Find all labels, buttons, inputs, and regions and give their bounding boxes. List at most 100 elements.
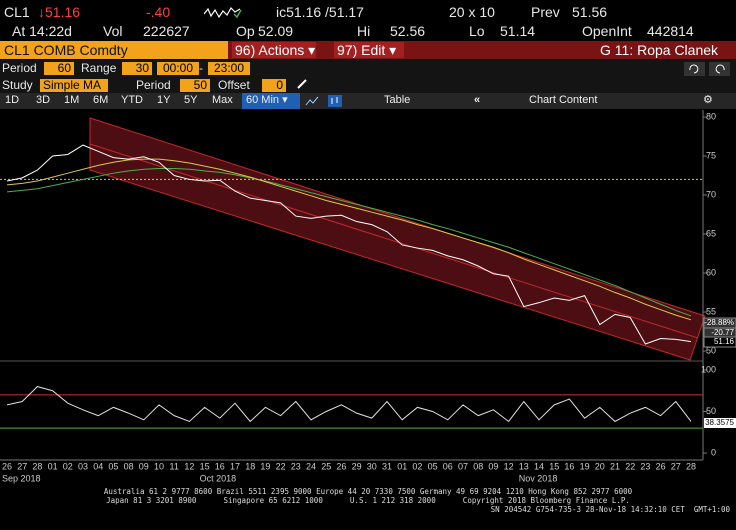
range-button[interactable]: Max bbox=[212, 94, 233, 106]
tab-title: G 11: Ropa Clanek bbox=[600, 42, 719, 58]
osc-tag-box bbox=[704, 418, 736, 428]
open-label: Op bbox=[236, 23, 255, 39]
high: 52.56 bbox=[390, 23, 426, 39]
low: 51.14 bbox=[500, 23, 536, 39]
table-button[interactable]: Table bbox=[384, 94, 411, 106]
footer-line: Australia 61 2 9777 8600 Brazil 5511 239… bbox=[103, 487, 633, 496]
y-tick-label: 60 bbox=[706, 267, 716, 277]
x-tick-label: 15 bbox=[549, 461, 559, 471]
x-tick-label: 12 bbox=[184, 461, 194, 471]
x-tick-label: 13 bbox=[519, 461, 529, 471]
x-tick-label: 10 bbox=[154, 461, 164, 471]
footer-line: SN 204542 G754-735-3 28-Nov-18 14:32:10 … bbox=[490, 505, 730, 514]
range-button[interactable]: 3D bbox=[36, 94, 51, 106]
x-tick-label: 11 bbox=[170, 461, 179, 471]
pen-icon[interactable] bbox=[296, 78, 308, 90]
x-tick-label: 21 bbox=[610, 461, 620, 471]
x-tick-label: 17 bbox=[230, 461, 240, 471]
change: -.40 bbox=[146, 4, 171, 20]
x-tick-label: 23 bbox=[291, 461, 301, 471]
actions-label: 96) Actions ▾ bbox=[235, 42, 316, 58]
moving-average bbox=[6, 168, 692, 317]
x-tick-label: 04 bbox=[93, 461, 103, 471]
x-tick-label: 06 bbox=[443, 461, 453, 471]
x-tick-label: 28 bbox=[686, 461, 696, 471]
x-tick-label: 16 bbox=[215, 461, 225, 471]
x-tick-label: 14 bbox=[534, 461, 544, 471]
oi: 442814 bbox=[647, 23, 694, 39]
price-tag: 51.16 bbox=[714, 337, 735, 346]
x-tick-label: 25 bbox=[321, 461, 331, 471]
price-tag: -28.88% bbox=[704, 318, 734, 327]
x-tick-label: 26 bbox=[2, 461, 12, 471]
y-tick-label: 70 bbox=[706, 189, 716, 199]
sparkline-icon bbox=[204, 7, 242, 19]
settings-icon[interactable]: ⚙ bbox=[703, 94, 713, 106]
y-tick-label: 100 bbox=[701, 364, 716, 374]
low-label: Lo bbox=[469, 23, 485, 39]
prev-label: Prev bbox=[531, 4, 560, 20]
month-label: Sep 2018 bbox=[2, 473, 41, 483]
x-tick-label: 02 bbox=[63, 461, 73, 471]
footer: Australia 61 2 9777 8600 Brazil 5511 239… bbox=[0, 486, 736, 530]
chart-content-button[interactable]: Chart Content bbox=[529, 94, 598, 106]
price-line bbox=[6, 144, 692, 345]
y-tick-label: 0 bbox=[711, 447, 716, 457]
price-tag-box bbox=[703, 336, 736, 348]
x-tick-label: 22 bbox=[276, 461, 286, 471]
range-button[interactable]: 1Y bbox=[157, 94, 171, 106]
edit-button[interactable]: 97) Edit ▾ bbox=[334, 42, 404, 58]
prev: 51.56 bbox=[572, 4, 608, 20]
y-tick-label: 50 bbox=[706, 345, 716, 355]
x-tick-label: 01 bbox=[397, 461, 407, 471]
moving-average bbox=[6, 158, 692, 321]
undo-redo[interactable] bbox=[684, 62, 732, 76]
price-tag: -20.77 bbox=[711, 328, 734, 337]
study-label: Study bbox=[2, 78, 33, 92]
x-tick-label: 18 bbox=[245, 461, 255, 471]
open: 52.09 bbox=[258, 23, 294, 39]
range-button[interactable]: 5Y bbox=[184, 94, 198, 106]
collapse-icon[interactable]: « bbox=[474, 94, 481, 106]
x-tick-label: 30 bbox=[367, 461, 377, 471]
actions-button[interactable]: 96) Actions ▾ bbox=[232, 42, 316, 58]
footer-line: Japan 81 3 3201 8900 Singapore 65 6212 1… bbox=[106, 496, 630, 505]
y-tick-label: 75 bbox=[706, 150, 716, 160]
high-label: Hi bbox=[357, 23, 371, 39]
x-tick-label: 29 bbox=[352, 461, 362, 471]
study-input[interactable]: Simple MA bbox=[40, 79, 108, 92]
vol-label: Vol bbox=[103, 23, 123, 39]
x-tick-label: 15 bbox=[200, 461, 210, 471]
month-label: Nov 2018 bbox=[519, 473, 558, 483]
x-tick-label: 26 bbox=[656, 461, 666, 471]
time: At 14:22d bbox=[12, 23, 72, 39]
range-button[interactable]: YTD bbox=[121, 94, 143, 106]
x-tick-label: 12 bbox=[504, 461, 514, 471]
chart-icons[interactable] bbox=[304, 95, 344, 107]
range-button[interactable]: 1M bbox=[64, 94, 80, 106]
oi-label: OpenInt bbox=[582, 23, 632, 39]
range-input[interactable]: 30 bbox=[122, 62, 152, 75]
range-button[interactable]: 1D bbox=[5, 94, 20, 106]
x-tick-label: 27 bbox=[17, 461, 27, 471]
study-period-input[interactable]: 50 bbox=[180, 79, 210, 92]
x-tick-label: 07 bbox=[458, 461, 468, 471]
start-input[interactable]: 00:00 bbox=[157, 62, 199, 75]
x-tick-label: 19 bbox=[580, 461, 590, 471]
security-bar: CL1 COMB Comdty bbox=[0, 41, 228, 59]
vol: 222627 bbox=[143, 23, 190, 39]
x-tick-label: 26 bbox=[336, 461, 346, 471]
oscillator-line bbox=[6, 386, 692, 423]
x-tick-label: 09 bbox=[488, 461, 498, 471]
range-button[interactable]: 6M bbox=[93, 94, 109, 106]
period-input[interactable]: 60 bbox=[44, 62, 74, 75]
interval-button[interactable]: 60 Min ▾ bbox=[242, 93, 300, 109]
end-input[interactable]: 23:00 bbox=[208, 62, 250, 75]
osc-tag: 38.3575 bbox=[705, 418, 734, 427]
size: 20 x 10 bbox=[449, 4, 495, 20]
dash: - bbox=[199, 61, 203, 75]
offset-input[interactable]: 0 bbox=[262, 79, 286, 92]
security: CL1 COMB Comdty bbox=[4, 42, 128, 58]
y-tick-label: 50 bbox=[706, 406, 716, 416]
